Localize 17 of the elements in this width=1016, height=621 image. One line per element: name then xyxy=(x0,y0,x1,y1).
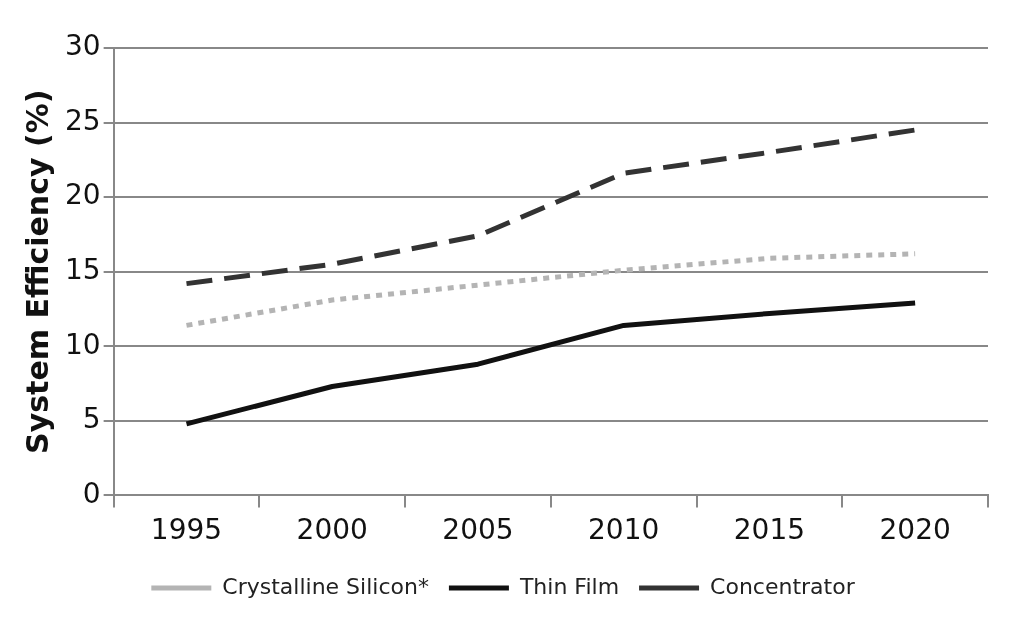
x-tick-label: 1995 xyxy=(150,513,223,547)
y-tick-label: 0 xyxy=(82,476,101,510)
legend-label: Thin Film xyxy=(518,573,620,599)
y-axis-title: System Efficiency (%) xyxy=(19,89,55,454)
legend-label: Crystalline Silicon* xyxy=(222,573,429,599)
y-tick-label: 15 xyxy=(64,252,101,286)
y-tick-label: 20 xyxy=(64,178,101,212)
y-tick-label: 30 xyxy=(64,29,101,63)
x-tick-label: 2015 xyxy=(733,513,806,547)
y-tick-label: 25 xyxy=(64,103,101,137)
x-tick-label: 2020 xyxy=(879,513,951,547)
y-tick-label: 5 xyxy=(82,402,101,436)
legend-label: Concentrator xyxy=(710,573,856,599)
x-tick-label: 2000 xyxy=(296,513,368,547)
x-tick-label: 2005 xyxy=(442,513,514,547)
y-tick-label: 10 xyxy=(64,327,101,361)
x-tick-label: 2010 xyxy=(588,513,660,547)
